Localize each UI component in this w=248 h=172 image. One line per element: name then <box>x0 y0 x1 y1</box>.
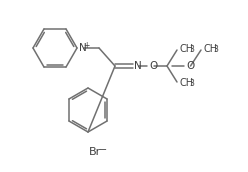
Text: CH: CH <box>179 44 193 54</box>
Text: CH: CH <box>179 78 193 88</box>
Text: O: O <box>186 61 194 71</box>
Text: −: − <box>99 145 107 155</box>
Text: +: + <box>84 40 90 50</box>
Text: N: N <box>134 61 142 71</box>
Text: 3: 3 <box>214 45 218 53</box>
Text: 3: 3 <box>189 45 194 53</box>
Text: Br: Br <box>89 147 101 157</box>
Text: CH: CH <box>203 44 217 54</box>
Text: N: N <box>79 43 86 53</box>
Text: 3: 3 <box>189 78 194 88</box>
Text: O: O <box>149 61 157 71</box>
